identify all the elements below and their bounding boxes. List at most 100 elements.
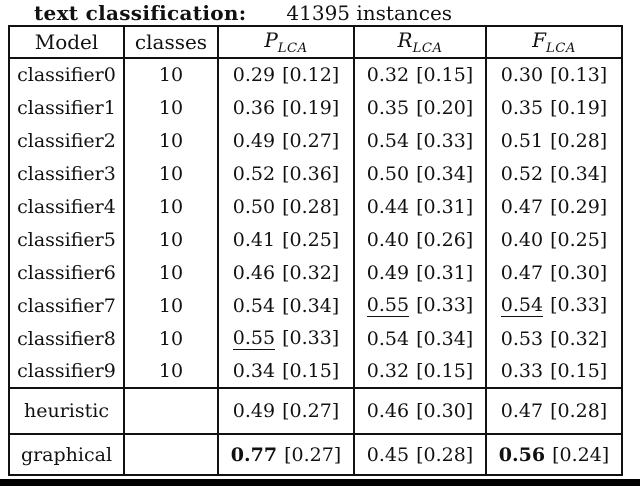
ci-value: [0.20]	[416, 96, 474, 119]
metric-value: 0.50	[366, 162, 410, 185]
metric-value: 0.35	[500, 96, 544, 119]
metric-value: 0.32	[366, 64, 410, 86]
ci-value: [0.30]	[550, 261, 608, 284]
precision-cell: 0.34 [0.15]	[218, 355, 355, 388]
metric-value: 0.36	[232, 96, 276, 119]
metric-value: 0.33	[500, 360, 544, 382]
table-row: classifier6 10 0.46 [0.32] 0.49 [0.31] 0.4…	[9, 256, 622, 289]
math-letter: P	[264, 28, 278, 52]
precision-cell: 0.54 [0.34]	[218, 289, 355, 322]
recall-cell: 0.44 [0.31]	[354, 190, 487, 223]
classes-cell: 10	[124, 190, 219, 223]
metric-value: 0.41	[232, 228, 276, 251]
recall-cell: 0.46 [0.30]	[354, 388, 487, 434]
ci-value: [0.27]	[282, 400, 340, 422]
precision-cell: 0.46 [0.32]	[218, 256, 355, 289]
precision-cell: 0.52 [0.36]	[218, 157, 355, 190]
classes-cell	[124, 388, 219, 434]
classes-cell: 10	[124, 256, 219, 289]
header-model: Model	[9, 26, 125, 58]
ci-value: [0.29]	[550, 195, 608, 218]
math-subscript: LCA	[412, 41, 443, 56]
math-letter: F	[532, 28, 546, 52]
ci-value: [0.24]	[552, 443, 610, 466]
metric-value-bold: 0.56	[498, 443, 546, 466]
header-precision-lca: PLCA	[218, 26, 355, 58]
ci-value: [0.13]	[550, 64, 608, 86]
model-cell: classifier8	[9, 322, 125, 355]
header-fscore-lca: FLCA	[486, 26, 622, 58]
classes-cell: 10	[124, 322, 219, 355]
metric-value: 0.52	[500, 162, 544, 185]
table-header: Model classes PLCA RLCA FLCA	[9, 26, 622, 58]
fscore-cell: 0.53 [0.32]	[486, 322, 622, 355]
recall-cell: 0.49 [0.31]	[354, 256, 487, 289]
table-row: classifier3 10 0.52 [0.36] 0.50 [0.34] 0.5…	[9, 157, 622, 190]
ci-value: [0.36]	[282, 162, 340, 185]
ci-value: [0.15]	[550, 360, 608, 382]
model-cell: classifier7	[9, 289, 125, 322]
table-row: classifier7 10 0.54 [0.34] 0.55 [0.33] 0.5…	[9, 289, 622, 322]
ci-value: [0.32]	[282, 261, 340, 284]
metric-value: 0.54	[366, 129, 410, 152]
model-cell: heuristic	[9, 388, 125, 434]
table-caption: text classification: 41395 instances	[34, 1, 452, 25]
bottom-thick-rule	[0, 479, 640, 486]
metric-value: 0.54	[366, 327, 410, 350]
table-row: classifier5 10 0.41 [0.25] 0.40 [0.26] 0.4…	[9, 223, 622, 256]
precision-cell: 0.36 [0.19]	[218, 91, 355, 124]
model-cell: classifier5	[9, 223, 125, 256]
recall-cell: 0.45 [0.28]	[354, 434, 487, 475]
metric-value: 0.52	[232, 162, 276, 185]
recall-cell: 0.40 [0.26]	[354, 223, 487, 256]
metric-value: 0.50	[232, 195, 276, 218]
recall-cell: 0.32 [0.15]	[354, 355, 487, 388]
recall-cell: 0.55 [0.33]	[354, 289, 487, 322]
header-classes: classes	[124, 26, 219, 58]
metric-value: 0.34	[232, 360, 276, 382]
fscore-cell: 0.47 [0.28]	[486, 388, 622, 434]
ci-value: [0.31]	[416, 195, 474, 218]
ci-value: [0.33]	[550, 293, 608, 316]
precision-cell: 0.41 [0.25]	[218, 223, 355, 256]
ci-value: [0.34]	[282, 294, 340, 317]
fscore-cell: 0.30 [0.13]	[486, 58, 622, 91]
ci-value: [0.28]	[282, 195, 340, 218]
precision-cell: 0.49 [0.27]	[218, 124, 355, 157]
classes-cell: 10	[124, 223, 219, 256]
ci-value: [0.19]	[550, 96, 608, 119]
metric-value: 0.46	[232, 261, 276, 284]
metric-value: 0.47	[500, 261, 544, 284]
recall-cell: 0.54 [0.34]	[354, 322, 487, 355]
ci-value: [0.12]	[282, 64, 340, 86]
model-cell: graphical	[9, 434, 125, 475]
ci-value: [0.15]	[416, 64, 474, 86]
metric-value: 0.49	[232, 129, 276, 152]
ci-value: [0.25]	[282, 228, 340, 251]
model-cell: classifier6	[9, 256, 125, 289]
classes-cell: 10	[124, 124, 219, 157]
metric-value: 0.53	[500, 327, 544, 350]
precision-cell: 0.29 [0.12]	[218, 58, 355, 91]
model-cell: classifier2	[9, 124, 125, 157]
model-cell: classifier4	[9, 190, 125, 223]
metric-value: 0.49	[232, 400, 276, 422]
precision-cell: 0.49 [0.27]	[218, 388, 355, 434]
metric-value: 0.51	[500, 129, 544, 152]
ci-value: [0.15]	[416, 360, 474, 382]
math-subscript: LCA	[546, 41, 576, 56]
ci-value: [0.34]	[416, 327, 474, 350]
precision-cell: 0.50 [0.28]	[218, 190, 355, 223]
fscore-cell: 0.51 [0.28]	[486, 124, 622, 157]
fscore-cell: 0.52 [0.34]	[486, 157, 622, 190]
ci-value: [0.28]	[550, 400, 608, 422]
fscore-cell: 0.56 [0.24]	[486, 434, 622, 475]
table-row: classifier4 10 0.50 [0.28] 0.44 [0.31] 0.4…	[9, 190, 622, 223]
recall-cell: 0.54 [0.33]	[354, 124, 487, 157]
classes-cell: 10	[124, 355, 219, 388]
metric-value: 0.32	[366, 360, 410, 382]
metric-value: 0.40	[500, 228, 544, 251]
metric-value: 0.45	[366, 443, 410, 466]
classifier-rows-section: classifier0 10 0.29 [0.12] 0.32 [0.15] 0.3…	[9, 58, 622, 388]
